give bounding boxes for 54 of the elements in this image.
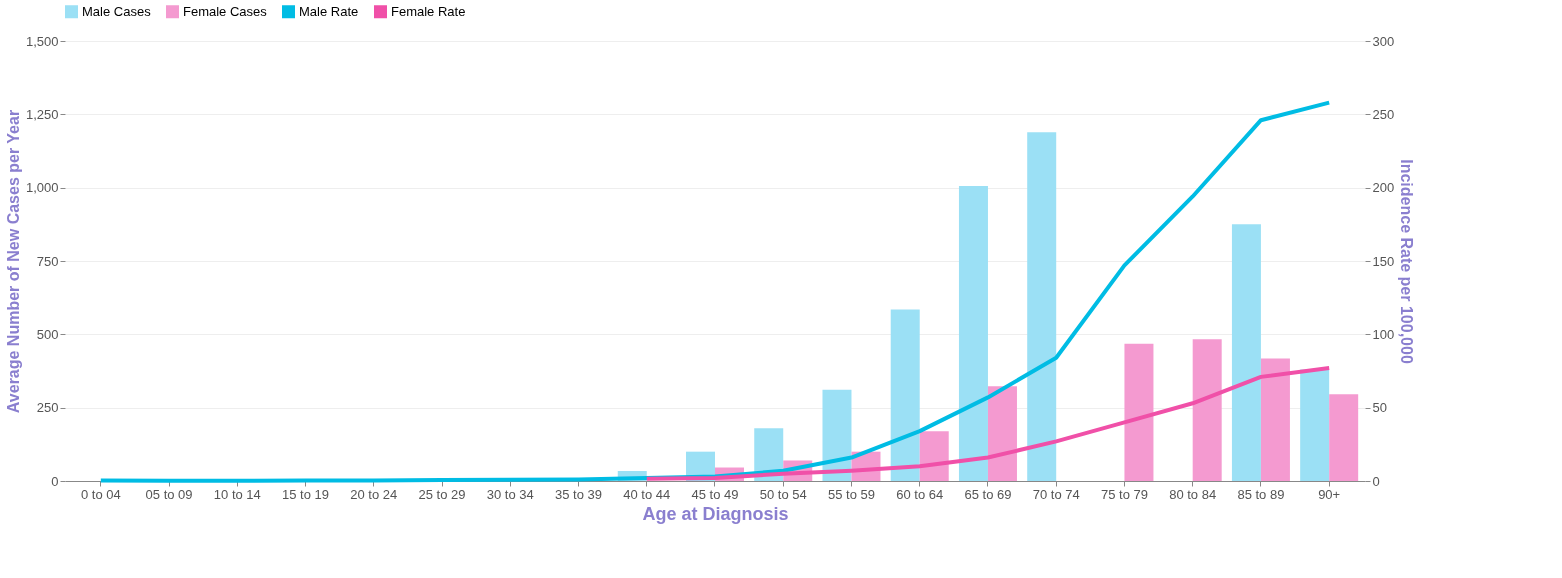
bar: [822, 389, 852, 481]
bar: [958, 185, 988, 481]
x-tick-label: 15 to 19: [282, 486, 330, 502]
y-tick-label: 1,500: [25, 33, 59, 49]
y2-tick-label: 200: [1372, 180, 1395, 196]
x-tick-label: 45 to 49: [691, 486, 739, 502]
y-tick-label: 250: [36, 400, 59, 416]
y2-tick-label: 250: [1372, 106, 1395, 122]
bar: [919, 431, 949, 481]
x-tick-label: 40 to 44: [623, 486, 671, 502]
bar: [987, 386, 1017, 481]
y2-tick-label: 100: [1372, 326, 1395, 342]
y-tick-label: 500: [36, 326, 59, 342]
y2-tick-label: 150: [1372, 253, 1395, 269]
y2-tick-label: 300: [1372, 33, 1395, 49]
y-tick-label: 750: [36, 253, 59, 269]
x-tick-label: 25 to 29: [418, 486, 466, 502]
x-tick-label: 35 to 39: [555, 486, 603, 502]
y-tick-label: 1,000: [25, 180, 59, 196]
x-tick-label: 80 to 84: [1169, 486, 1217, 502]
line-series: [644, 366, 1332, 481]
x-axis-title: Age at Diagnosis: [642, 503, 789, 524]
legend-label: Female Cases: [183, 3, 268, 19]
x-tick-label: 65 to 69: [964, 486, 1012, 502]
bar: [1260, 358, 1290, 481]
x-tick-label: 20 to 24: [350, 486, 398, 502]
x-tick-label: 10 to 14: [213, 486, 261, 502]
x-tick-label: 0 to 04: [80, 486, 121, 502]
x-tick-label: 05 to 09: [145, 486, 193, 502]
bar: [1300, 369, 1330, 481]
bar: [1329, 394, 1359, 481]
bar: [1231, 224, 1261, 481]
y-axis-title: Average Number of New Cases per Year: [4, 109, 22, 414]
x-tick-label: 70 to 74: [1032, 486, 1080, 502]
legend-label: Male Cases: [82, 3, 152, 19]
x-tick-label: 50 to 54: [759, 486, 807, 502]
line-series: [98, 100, 1332, 483]
y2-tick-label: 50: [1372, 400, 1387, 416]
y2-tick-label: 0: [1372, 473, 1380, 489]
x-tick-label: 55 to 59: [827, 486, 875, 502]
bar: [1192, 339, 1222, 481]
legend-label: Male Rate: [299, 3, 359, 19]
bar: [890, 309, 920, 481]
y-tick-label: 1,250: [25, 106, 59, 122]
x-tick-label: 30 to 34: [486, 486, 534, 502]
bar: [1027, 132, 1057, 481]
bar: [1124, 343, 1154, 481]
y-tick-label: 0: [51, 473, 59, 489]
y2-axis-title: Incidence Rate per 100,000: [1398, 159, 1416, 364]
legend-label: Female Rate: [391, 3, 466, 19]
x-tick-label: 60 to 64: [896, 486, 944, 502]
x-tick-label: 90+: [1318, 486, 1341, 502]
x-tick-label: 85 to 89: [1237, 486, 1285, 502]
x-tick-label: 75 to 79: [1100, 486, 1148, 502]
